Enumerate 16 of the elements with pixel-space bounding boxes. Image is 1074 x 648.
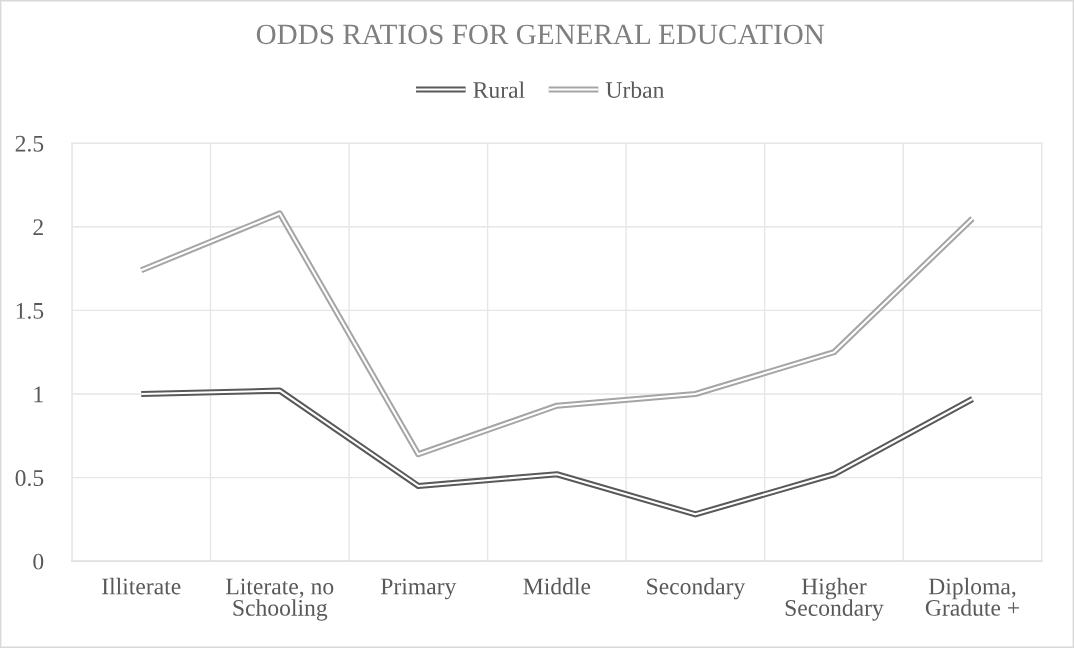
y-tick-label: 0.5 [15,470,44,487]
x-tick-label: Secondary [647,577,746,600]
y-tick-label: 2.5 [15,135,44,152]
y-tick-label: 0 [33,553,44,570]
legend-label: Urban [605,81,665,98]
y-tick-label: 2 [33,219,43,235]
x-tick-label: Primary [380,578,457,600]
y-tick-label: 1 [34,386,43,403]
chart-title: ODDS RATIOS FOR GENERAL EDUCATION [256,24,825,45]
x-tick-label: Illiterate [102,577,181,595]
x-tick-label: Higher Secondary [785,577,884,621]
x-tick-label: Diploma, Gradute + [925,577,1019,616]
x-tick-label: Literate, no Schooling [226,578,334,621]
legend-label: Rural [473,81,525,98]
x-tick-label: Middle [523,577,591,595]
y-tick-label: 1.5 [16,303,44,319]
